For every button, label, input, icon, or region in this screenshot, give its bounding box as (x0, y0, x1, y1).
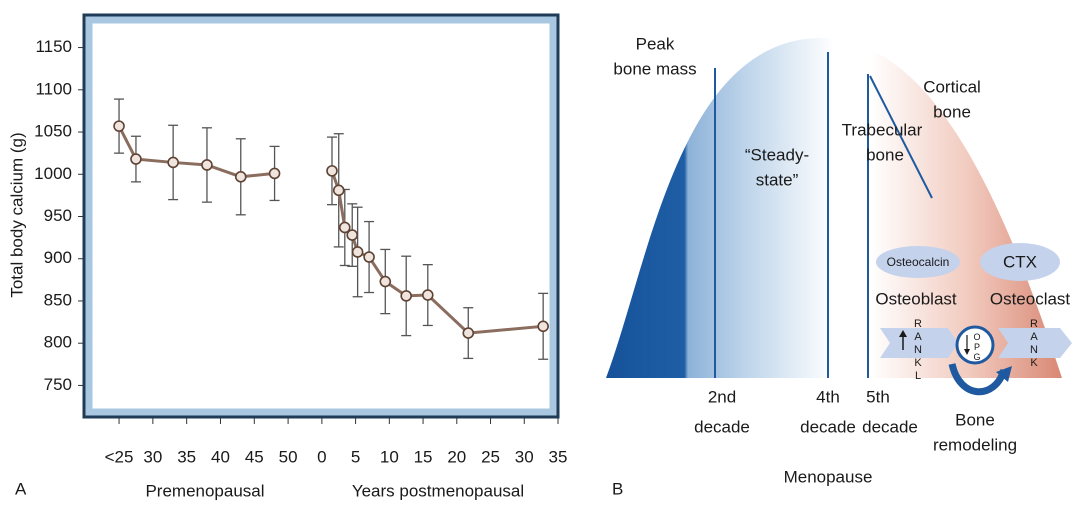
label: 2nd (708, 387, 736, 406)
label: decade (694, 417, 750, 436)
bone-mass-curve (606, 38, 1062, 378)
x-tick-label: 50 (279, 447, 298, 466)
label: bone (866, 145, 904, 164)
y-tick-label: 950 (44, 206, 72, 225)
panel-label: B (612, 479, 623, 498)
label: remodeling (933, 435, 1017, 454)
x-tick-label: 30 (143, 447, 162, 466)
label: 5th (866, 387, 890, 406)
plot-frame (82, 13, 560, 419)
data-point (363, 251, 375, 263)
x-axis-label: Years postmenopausal (352, 481, 524, 500)
x-tick-label: 25 (481, 447, 500, 466)
data-point (537, 320, 549, 333)
up-arrow-head (899, 330, 907, 337)
label: CTX (1003, 252, 1037, 271)
label: decade (862, 417, 918, 436)
data-point (400, 290, 413, 302)
label: decade (800, 417, 856, 436)
y-tick-label: 1050 (34, 122, 72, 141)
ctx-bubble (980, 243, 1060, 281)
remodeling-arrow (948, 363, 1008, 396)
data-point (326, 165, 338, 177)
data-point (462, 327, 475, 339)
x-tick-label: 30 (515, 447, 534, 466)
label: bone mass (613, 59, 696, 78)
y-axis-label: Total body calcium (g) (7, 132, 26, 297)
data-point (113, 120, 125, 132)
y-tick-label: 850 (44, 290, 72, 309)
bone-diagram: Peak bone mass “Steady- state” Trabecula… (606, 34, 1072, 498)
data-point (346, 229, 359, 241)
opg-circle (955, 325, 995, 365)
label: OPG (972, 332, 982, 362)
label: 4th (816, 387, 840, 406)
y-tick-label: 900 (44, 248, 72, 267)
label: Cortical (923, 77, 981, 96)
x-tick-label: 20 (447, 447, 466, 466)
osteocalcin-bubble (876, 246, 960, 278)
data-point (332, 184, 345, 197)
data-point (339, 221, 351, 234)
data-point (234, 171, 247, 183)
divider (869, 75, 933, 199)
panel-label: A (15, 479, 27, 498)
osteoclast-arrow (998, 328, 1072, 358)
label: Trabecular (842, 120, 923, 139)
x-tick-label: 40 (211, 447, 230, 466)
x-tick-label: 10 (380, 447, 399, 466)
label: Osteocalcin (887, 255, 950, 269)
osteoblast-arrow (880, 328, 958, 358)
label: RANK (1028, 318, 1040, 370)
x-axis-label: Premenopausal (145, 481, 264, 500)
y-tick-label: 1000 (34, 164, 72, 183)
x-tick-label: 5 (351, 447, 360, 466)
data-point (268, 167, 281, 180)
y-tick-label: 1150 (35, 37, 72, 56)
x-tick-label: 35 (549, 447, 568, 466)
remodeling-arrow-head (996, 366, 1012, 382)
x-tick-label: 45 (245, 447, 264, 466)
label: Osteoblast (875, 289, 957, 308)
label: bone (933, 102, 971, 121)
y-tick-label: 800 (44, 333, 72, 352)
data-point (201, 159, 213, 171)
data-point (421, 289, 434, 301)
y-tick-label: 750 (44, 375, 72, 394)
x-tick-label: 0 (317, 447, 326, 466)
x-tick-label: 35 (177, 447, 196, 466)
label: Bone (955, 410, 995, 429)
data-point (130, 153, 142, 165)
label: state” (756, 170, 799, 189)
down-arrow-head (964, 349, 970, 355)
data-point (379, 275, 392, 288)
data-point (167, 156, 179, 169)
x-tick-label: 15 (414, 447, 433, 466)
label: Peak (636, 34, 675, 53)
label: “Steady- (745, 145, 809, 164)
label: RANKL (912, 318, 924, 383)
label: Menopause (784, 467, 873, 486)
y-tick-label: 1100 (35, 79, 72, 98)
data-point (351, 246, 364, 258)
label: Osteoclast (990, 289, 1071, 308)
x-tick-label: <25 (105, 447, 134, 466)
plot-inner-border (85, 16, 557, 416)
